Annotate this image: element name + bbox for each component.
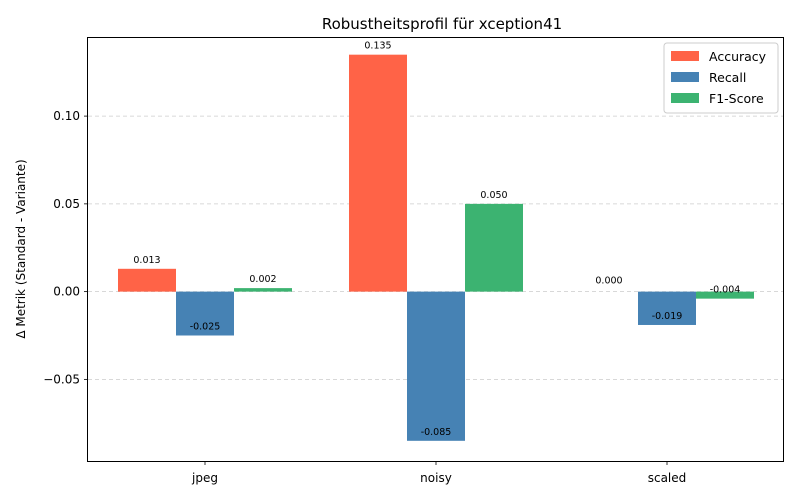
y-tick-label: 0.00 <box>53 285 80 299</box>
value-label: -0.025 <box>190 322 221 333</box>
value-label: 0.135 <box>364 41 391 52</box>
legend: Accuracy Recall F1-Score <box>663 42 779 114</box>
y-axis-title: Δ Metrik (Standard - Variante) <box>14 159 28 338</box>
x-tick-label: jpeg <box>191 471 218 485</box>
value-label: -0.085 <box>421 427 452 438</box>
bar-recall-scaled <box>638 291 696 325</box>
x-tick-label: scaled <box>648 471 687 485</box>
legend-label: Recall <box>709 70 746 85</box>
legend-swatch <box>671 93 699 103</box>
value-label: -0.004 <box>710 285 741 296</box>
bar-f1-score-noisy <box>465 203 523 292</box>
legend-swatch <box>671 72 699 82</box>
y-tick-label: −0.05 <box>43 372 80 386</box>
x-axis-ticks: jpeg noisy scaled <box>191 461 686 485</box>
bar-accuracy-noisy <box>349 54 407 292</box>
plot-frame <box>87 37 784 462</box>
chart-title: Robustheitsprofil für xception41 <box>322 15 562 33</box>
x-tick-label: noisy <box>420 471 452 485</box>
bar-f1-score-scaled <box>696 291 754 299</box>
value-label: -0.019 <box>652 311 683 322</box>
value-label: 0.000 <box>595 276 622 287</box>
value-label: 0.002 <box>249 274 276 285</box>
y-axis-ticks: −0.05 0.00 0.05 0.10 <box>43 109 88 386</box>
y-tick-label: 0.05 <box>53 197 80 211</box>
y-tick-label: 0.10 <box>53 109 80 123</box>
value-label: 0.013 <box>133 255 160 266</box>
legend-label: F1-Score <box>709 91 764 106</box>
value-label: 0.050 <box>480 190 507 201</box>
bar-f1-score-jpeg <box>234 288 292 292</box>
bar-accuracy-jpeg <box>118 268 176 292</box>
value-labels: 0.013 0.135 0.000 -0.025 -0.085 -0.019 0.002 0.… <box>133 41 740 438</box>
legend-swatch <box>671 51 699 61</box>
bar-recall-noisy <box>407 291 465 441</box>
bar-recall-jpeg <box>176 291 234 336</box>
bars <box>118 54 754 441</box>
legend-label: Accuracy <box>709 49 767 64</box>
